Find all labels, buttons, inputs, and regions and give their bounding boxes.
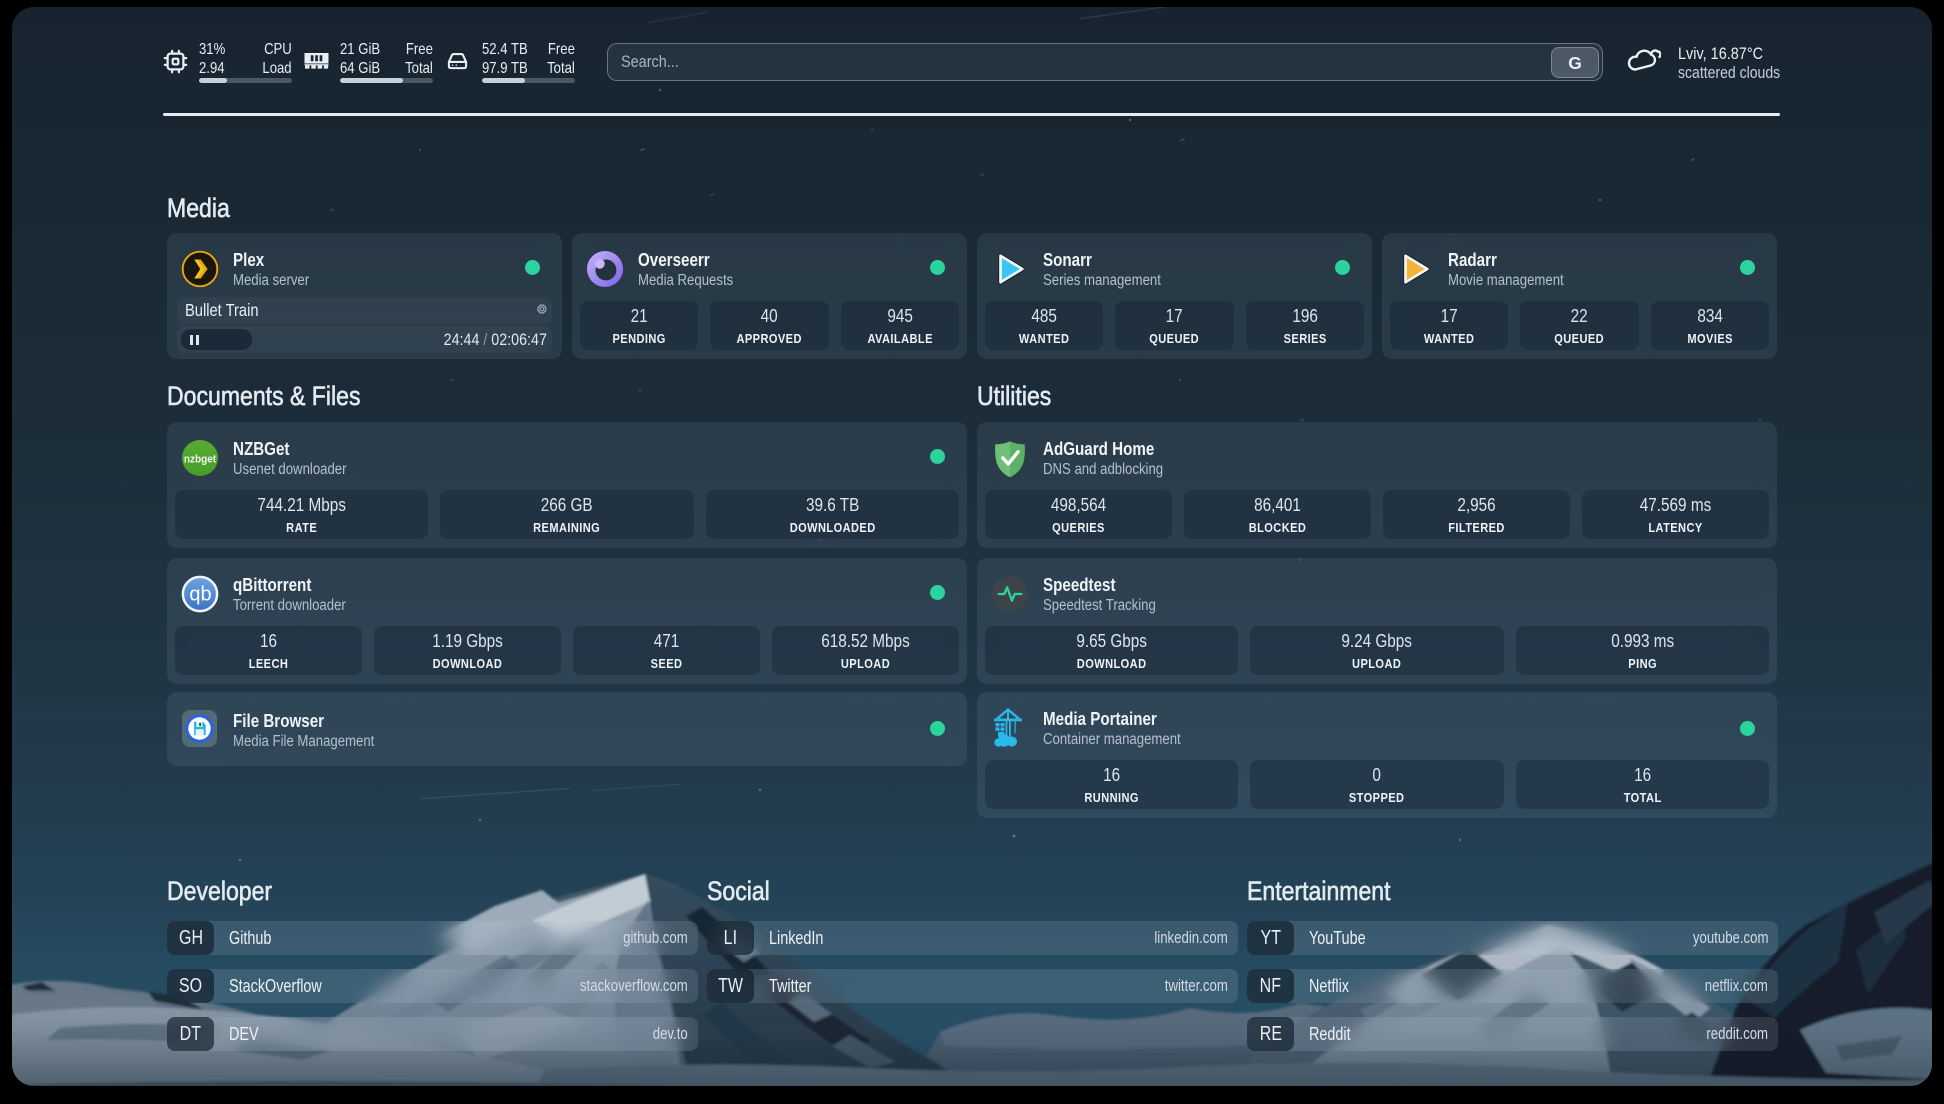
svg-text:qb: qb <box>189 584 211 606</box>
svg-text:nzbget: nzbget <box>184 453 217 465</box>
